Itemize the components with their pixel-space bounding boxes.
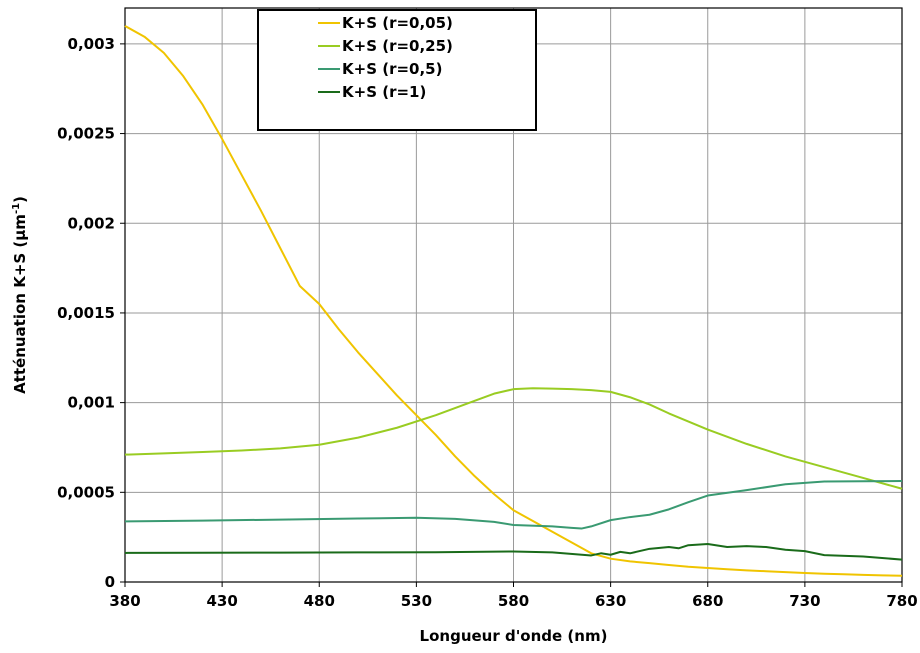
series-lines [124,25,903,577]
x-tick-label: 630 [595,592,626,610]
y-tick-label: 0,0005 [57,483,115,501]
y-tick-label: 0,001 [68,394,115,412]
series-line-4 [124,542,903,561]
series-line-2 [124,387,903,490]
y-tick-label: 0,0015 [57,304,115,322]
y-axis-title-suffix: ) [11,196,29,203]
series-line-3 [124,480,903,530]
legend-label: K+S (r=0,25) [342,37,453,55]
y-tick-label: 0,0025 [57,125,115,143]
x-tick-label: 380 [109,592,140,610]
legend-label: K+S (r=0,5) [342,60,442,78]
x-tick-label: 680 [692,592,723,610]
x-tick-label: 580 [498,592,529,610]
y-tick-label: 0 [105,573,115,591]
x-axis-title: Longueur d'onde (nm) [420,627,608,645]
y-axis-ticks: 0 0,0005 0,001 0,0015 0,002 0,0025 0,003 [57,35,125,591]
x-tick-label: 480 [304,592,335,610]
legend: K+S (r=0,05) K+S (r=0,25) K+S (r=0,5) K+S (… [257,9,537,131]
series-line-1 [124,25,903,577]
y-axis-title: Atténuation K+S (µm-1) [11,196,29,394]
x-tick-label: 730 [789,592,820,610]
legend-label: K+S (r=0,05) [342,14,453,32]
y-tick-label: 0,003 [68,35,115,53]
y-axis-title-superscript: -1 [11,203,22,214]
x-tick-label: 780 [886,592,917,610]
legend-box [257,9,537,131]
legend-label: K+S (r=1) [342,83,426,101]
y-tick-label: 0,002 [68,214,115,232]
x-tick-label: 430 [206,592,237,610]
x-tick-label: 530 [401,592,432,610]
y-axis-title-main: Atténuation K+S (µm [11,214,29,394]
legend-items: K+S (r=0,05) K+S (r=0,25) K+S (r=0,5) K+S (… [318,14,453,101]
x-axis-ticks: 380 430 480 530 580 630 680 730 780 [109,582,918,610]
